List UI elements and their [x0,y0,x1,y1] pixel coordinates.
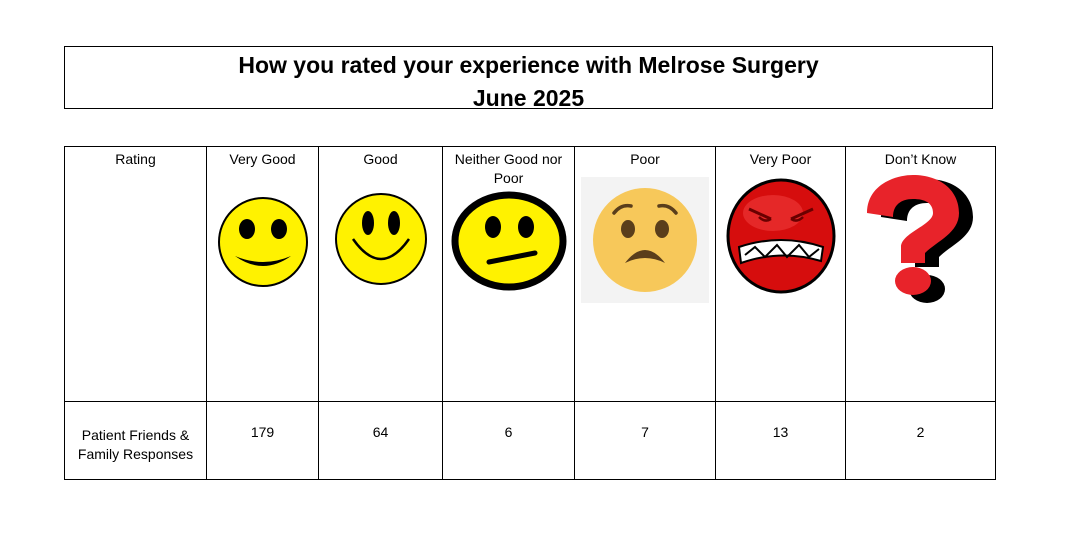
rating-row-header: Rating [64,146,207,402]
column-poor: Poor [574,146,716,402]
rating-header-row: Rating Very Good Good Neither Good nor P… [64,146,996,402]
responses-label: Patient Friends & Family Responses [77,427,194,462]
ratings-table: Rating Very Good Good Neither Good nor P… [64,146,996,480]
column-label-poor: Poor [630,151,660,167]
value-poor: 7 [574,401,716,480]
column-label-dont-know: Don’t Know [884,151,957,167]
angry-face-icon [726,178,835,294]
column-label-neutral: Neither Good nor Poor [454,151,563,186]
value-neutral: 6 [442,401,575,480]
page-subtitle-date: June 2025 [472,85,585,111]
column-dont-know: Don’t Know [845,146,996,402]
worried-face-icon [581,177,709,303]
neutral-face-icon [451,191,566,291]
value-dont-know: 2 [845,401,996,480]
rating-label: Rating [115,151,156,167]
responses-row: Patient Friends & Family Responses 179 6… [64,401,996,480]
value-good: 64 [318,401,443,480]
smile-face-icon [334,193,427,285]
column-very-good: Very Good [206,146,319,402]
value-very-poor: 13 [715,401,846,480]
question-mark-icon [866,175,973,303]
big-smile-face-icon [217,197,308,287]
page-title: How you rated your experience with Melro… [238,52,819,78]
title-box: How you rated your experience with Melro… [64,46,993,111]
column-good: Good [318,146,443,402]
column-label-very-good: Very Good [229,151,296,167]
responses-row-header: Patient Friends & Family Responses [64,401,207,480]
column-label-good: Good [363,151,398,167]
column-very-poor: Very Poor [715,146,846,402]
column-label-very-poor: Very Poor [749,151,812,167]
value-very-good: 179 [206,401,319,480]
column-neutral: Neither Good nor Poor [442,146,575,402]
